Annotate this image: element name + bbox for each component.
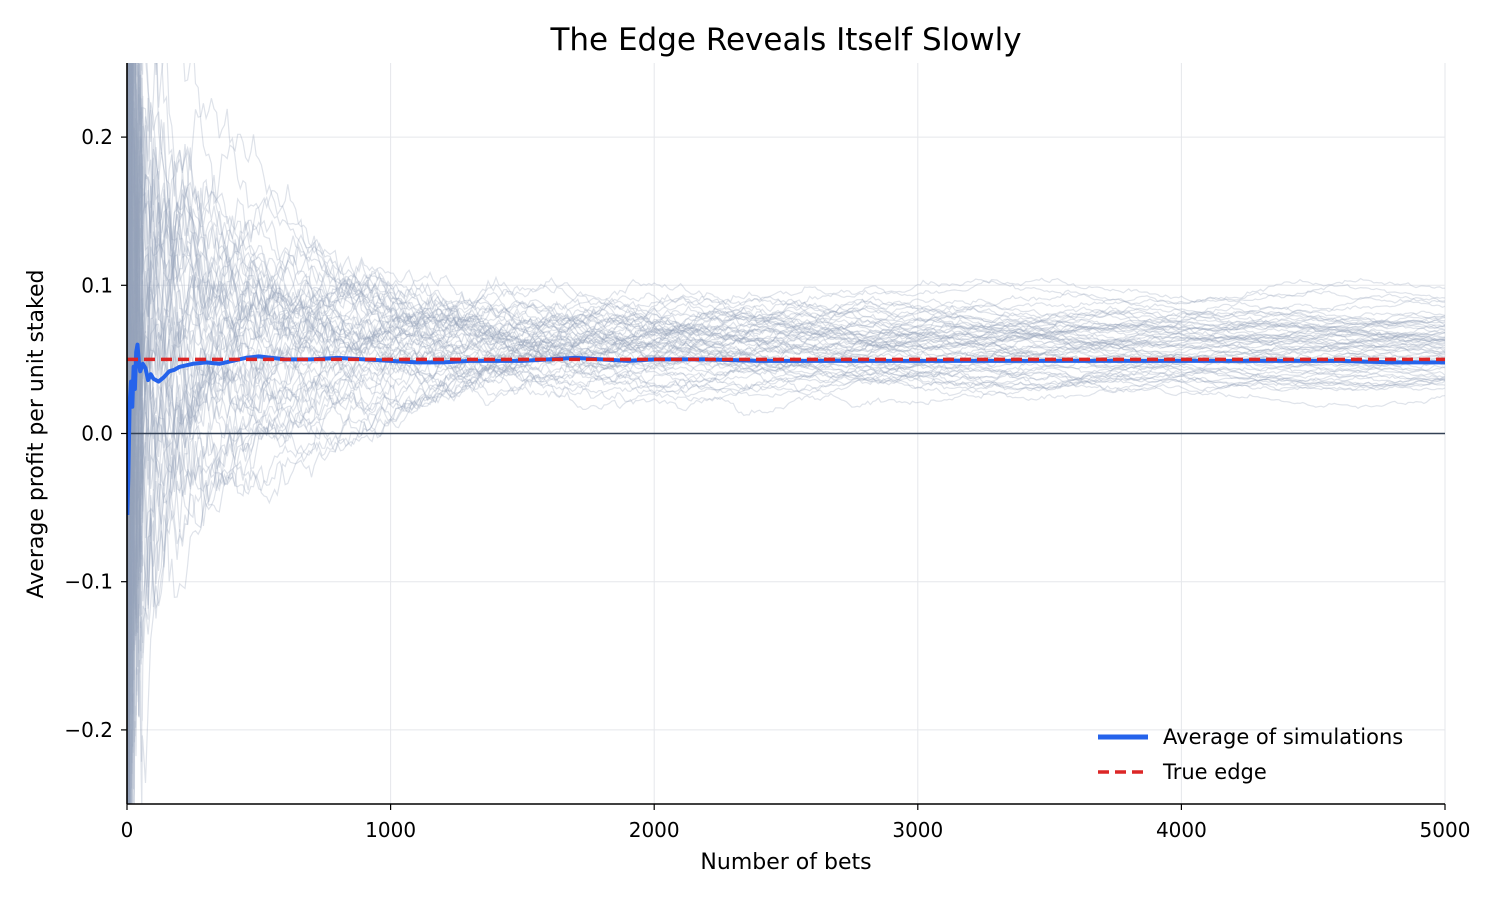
legend-label-average: Average of simulations <box>1163 725 1403 749</box>
simulation-path-27 <box>127 295 1445 804</box>
simulation-path-41 <box>128 88 1445 804</box>
simulation-path-35 <box>127 63 1445 627</box>
x-tick-label-0: 0 <box>121 818 134 842</box>
x-tick-label-5: 5000 <box>1420 818 1471 842</box>
x-tick-label-3: 3000 <box>892 818 943 842</box>
simulation-path-45 <box>130 63 1445 587</box>
simulation-path-10 <box>127 63 1445 804</box>
simulation-path-47 <box>129 63 1445 610</box>
simulation-path-0 <box>127 63 1445 804</box>
simulation-lines <box>127 63 1445 804</box>
simulation-path-52 <box>127 63 1445 804</box>
y-tick-label-0: −0.2 <box>64 718 113 742</box>
simulation-path-42 <box>127 63 1445 606</box>
simulation-path-33 <box>128 63 1445 804</box>
y-axis-label: Average profit per unit staked <box>24 270 49 599</box>
simulation-path-57 <box>127 63 1445 675</box>
simulation-path-24 <box>127 63 1445 804</box>
simulation-path-21 <box>129 267 1445 804</box>
simulation-path-18 <box>127 63 1445 804</box>
simulation-path-23 <box>127 63 1445 641</box>
simulation-path-17 <box>127 63 1445 804</box>
y-tick-label-2: 0.0 <box>81 422 113 446</box>
simulation-path-29 <box>132 63 1445 608</box>
simulation-path-36 <box>127 63 1445 804</box>
y-tick-label-1: −0.1 <box>64 570 113 594</box>
simulation-path-19 <box>127 63 1445 552</box>
y-tick-label-4: 0.2 <box>81 125 113 149</box>
simulation-path-51 <box>127 63 1445 802</box>
simulation-path-15 <box>133 309 1445 804</box>
simulation-path-26 <box>129 263 1445 804</box>
legend-label-true-edge: True edge <box>1162 760 1267 784</box>
simulation-path-28 <box>127 63 1445 804</box>
simulation-path-56 <box>128 63 1445 501</box>
simulation-path-12 <box>127 63 1445 804</box>
x-axis-label: Number of bets <box>700 850 871 875</box>
simulation-path-50 <box>127 190 1445 804</box>
simulation-path-37 <box>129 281 1445 804</box>
simulation-path-44 <box>127 63 1445 619</box>
simulation-path-32 <box>127 63 1445 804</box>
simulation-path-39 <box>128 63 1445 491</box>
simulation-path-55 <box>127 63 1445 804</box>
simulation-path-22 <box>127 63 1445 804</box>
simulation-path-14 <box>127 63 1445 728</box>
simulation-path-13 <box>127 217 1445 804</box>
x-tick-label-4: 4000 <box>1156 818 1207 842</box>
simulation-path-20 <box>127 63 1445 804</box>
simulation-path-43 <box>127 63 1445 804</box>
simulation-path-6 <box>127 63 1445 715</box>
x-tick-label-1: 1000 <box>365 818 416 842</box>
simulation-path-30 <box>127 63 1445 487</box>
y-tick-label-3: 0.1 <box>81 273 113 297</box>
simulation-path-5 <box>128 100 1445 804</box>
simulation-path-9 <box>127 63 1445 804</box>
simulation-path-46 <box>127 63 1445 804</box>
simulation-path-58 <box>127 235 1445 804</box>
x-tick-label-2: 2000 <box>629 818 680 842</box>
simulation-path-3 <box>130 89 1445 804</box>
simulation-path-11 <box>127 202 1445 804</box>
legend: Average of simulations True edge <box>1098 725 1403 784</box>
chart-title: The Edge Reveals Itself Slowly <box>549 22 1021 58</box>
tick-labels: 0 1000 2000 3000 4000 5000 −0.2 −0.1 0.0 0.1 0.2 <box>64 125 1470 842</box>
simulation-path-16 <box>127 63 1445 804</box>
simulation-path-49 <box>127 122 1445 804</box>
simulation-path-48 <box>127 63 1445 804</box>
simulation-path-2 <box>127 63 1445 438</box>
simulation-path-4 <box>127 63 1445 804</box>
series-lines <box>127 342 1445 516</box>
simulation-path-53 <box>127 63 1445 804</box>
